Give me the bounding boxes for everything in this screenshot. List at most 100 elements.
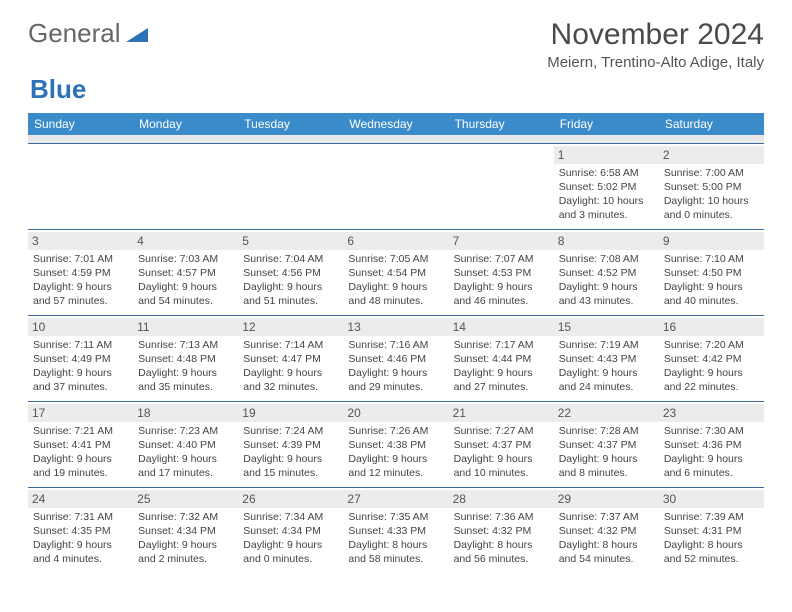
sunrise-text: Sunrise: 7:27 AM [454, 424, 550, 438]
day-cell: 12Sunrise: 7:14 AMSunset: 4:47 PMDayligh… [238, 315, 343, 401]
day-number: 2 [659, 146, 764, 164]
calendar-body: 1Sunrise: 6:58 AMSunset: 5:02 PMDaylight… [28, 143, 764, 573]
day-cell: 10Sunrise: 7:11 AMSunset: 4:49 PMDayligh… [28, 315, 133, 401]
daylight-text: Daylight: 9 hours and 37 minutes. [33, 366, 129, 394]
calendar-week-row: 17Sunrise: 7:21 AMSunset: 4:41 PMDayligh… [28, 401, 764, 487]
day-cell [28, 143, 133, 229]
sunrise-text: Sunrise: 7:26 AM [348, 424, 444, 438]
sunrise-text: Sunrise: 7:17 AM [454, 338, 550, 352]
logo-text-blue: Blue [30, 74, 86, 104]
day-cell [449, 143, 554, 229]
sunrise-text: Sunrise: 7:03 AM [138, 252, 234, 266]
day-cell: 25Sunrise: 7:32 AMSunset: 4:34 PMDayligh… [133, 487, 238, 573]
day-info: Sunrise: 7:36 AMSunset: 4:32 PMDaylight:… [453, 510, 550, 567]
sunrise-text: Sunrise: 7:36 AM [454, 510, 550, 524]
sunset-text: Sunset: 4:41 PM [33, 438, 129, 452]
daylight-text: Daylight: 9 hours and 2 minutes. [138, 538, 234, 566]
day-cell: 21 Sunrise: 7:27 AMSunset: 4:37 PMDayligh… [449, 401, 554, 487]
sunset-text: Sunset: 4:52 PM [559, 266, 655, 280]
sunset-text: Sunset: 4:43 PM [559, 352, 655, 366]
day-cell: 11Sunrise: 7:13 AMSunset: 4:48 PMDayligh… [133, 315, 238, 401]
day-number: 20 [343, 404, 448, 422]
daylight-text: Daylight: 8 hours and 56 minutes. [454, 538, 550, 566]
sunset-text: Sunset: 4:34 PM [138, 524, 234, 538]
title-block: November 2024 Meiern, Trentino-Alto Adig… [547, 18, 764, 71]
day-number: 27 [343, 490, 448, 508]
day-number: 21 [449, 404, 554, 422]
day-number: 4 [133, 232, 238, 250]
daylight-text: Daylight: 9 hours and 8 minutes. [559, 452, 655, 480]
day-cell: 4 Sunrise: 7:03 AMSunset: 4:57 PMDaylight… [133, 229, 238, 315]
day-info: Sunrise: 7:13 AMSunset: 4:48 PMDaylight:… [137, 338, 234, 395]
day-cell: 20 Sunrise: 7:26 AMSunset: 4:38 PMDayligh… [343, 401, 448, 487]
day-cell: 2Sunrise: 7:00 AMSunset: 5:00 PMDaylight… [659, 143, 764, 229]
calendar-table: Sunday Monday Tuesday Wednesday Thursday… [28, 113, 764, 573]
sunset-text: Sunset: 4:59 PM [33, 266, 129, 280]
sunset-text: Sunset: 5:00 PM [664, 180, 760, 194]
day-number: 15 [554, 318, 659, 336]
day-info: Sunrise: 7:28 AMSunset: 4:37 PMDaylight:… [558, 424, 655, 481]
day-number: 10 [28, 318, 133, 336]
day-info: Sunrise: 7:19 AMSunset: 4:43 PMDaylight:… [558, 338, 655, 395]
daylight-text: Daylight: 8 hours and 54 minutes. [559, 538, 655, 566]
sunrise-text: Sunrise: 7:34 AM [243, 510, 339, 524]
sunrise-text: Sunrise: 7:35 AM [348, 510, 444, 524]
calendar-week-row: 1Sunrise: 6:58 AMSunset: 5:02 PMDaylight… [28, 143, 764, 229]
day-info: Sunrise: 7:27 AMSunset: 4:37 PMDaylight:… [453, 424, 550, 481]
weekday-header: Friday [554, 113, 659, 135]
daylight-text: Daylight: 8 hours and 58 minutes. [348, 538, 444, 566]
sunset-text: Sunset: 4:48 PM [138, 352, 234, 366]
daylight-text: Daylight: 9 hours and 29 minutes. [348, 366, 444, 394]
day-info: Sunrise: 7:03 AMSunset: 4:57 PMDaylight:… [137, 252, 234, 309]
day-info: Sunrise: 7:32 AMSunset: 4:34 PMDaylight:… [137, 510, 234, 567]
location-text: Meiern, Trentino-Alto Adige, Italy [547, 54, 764, 71]
day-cell: 9Sunrise: 7:10 AMSunset: 4:50 PMDaylight… [659, 229, 764, 315]
daylight-text: Daylight: 9 hours and 0 minutes. [243, 538, 339, 566]
sunrise-text: Sunrise: 7:16 AM [348, 338, 444, 352]
daylight-text: Daylight: 9 hours and 46 minutes. [454, 280, 550, 308]
daylight-text: Daylight: 9 hours and 22 minutes. [664, 366, 760, 394]
daylight-text: Daylight: 9 hours and 12 minutes. [348, 452, 444, 480]
day-info: Sunrise: 7:35 AMSunset: 4:33 PMDaylight:… [347, 510, 444, 567]
day-cell: 27 Sunrise: 7:35 AMSunset: 4:33 PMDayligh… [343, 487, 448, 573]
sunrise-text: Sunrise: 7:19 AM [559, 338, 655, 352]
daylight-text: Daylight: 9 hours and 6 minutes. [664, 452, 760, 480]
calendar-week-row: 10Sunrise: 7:11 AMSunset: 4:49 PMDayligh… [28, 315, 764, 401]
daylight-text: Daylight: 9 hours and 10 minutes. [454, 452, 550, 480]
sunset-text: Sunset: 4:32 PM [454, 524, 550, 538]
sunset-text: Sunset: 4:42 PM [664, 352, 760, 366]
sunrise-text: Sunrise: 7:21 AM [33, 424, 129, 438]
sunset-text: Sunset: 4:34 PM [243, 524, 339, 538]
day-number: 14 [449, 318, 554, 336]
day-cell [343, 143, 448, 229]
sunrise-text: Sunrise: 7:07 AM [454, 252, 550, 266]
daylight-text: Daylight: 10 hours and 0 minutes. [664, 194, 760, 222]
sunset-text: Sunset: 4:31 PM [664, 524, 760, 538]
sunset-text: Sunset: 4:54 PM [348, 266, 444, 280]
day-number: 3 [28, 232, 133, 250]
day-cell: 17Sunrise: 7:21 AMSunset: 4:41 PMDayligh… [28, 401, 133, 487]
day-number: 7 [449, 232, 554, 250]
sunrise-text: Sunrise: 7:11 AM [33, 338, 129, 352]
daylight-text: Daylight: 9 hours and 57 minutes. [33, 280, 129, 308]
day-cell: 23Sunrise: 7:30 AMSunset: 4:36 PMDayligh… [659, 401, 764, 487]
daylight-text: Daylight: 9 hours and 15 minutes. [243, 452, 339, 480]
day-number: 23 [659, 404, 764, 422]
day-cell: 6Sunrise: 7:05 AMSunset: 4:54 PMDaylight… [343, 229, 448, 315]
daylight-text: Daylight: 9 hours and 51 minutes. [243, 280, 339, 308]
day-cell: 28Sunrise: 7:36 AMSunset: 4:32 PMDayligh… [449, 487, 554, 573]
logo-text-general: General [28, 18, 121, 49]
day-cell: 24Sunrise: 7:31 AMSunset: 4:35 PMDayligh… [28, 487, 133, 573]
sunset-text: Sunset: 4:47 PM [243, 352, 339, 366]
sunset-text: Sunset: 4:35 PM [33, 524, 129, 538]
day-info: Sunrise: 7:24 AMSunset: 4:39 PMDaylight:… [242, 424, 339, 481]
day-cell: 1Sunrise: 6:58 AMSunset: 5:02 PMDaylight… [554, 143, 659, 229]
day-info: Sunrise: 7:34 AMSunset: 4:34 PMDaylight:… [242, 510, 339, 567]
sunrise-text: Sunrise: 7:13 AM [138, 338, 234, 352]
sunrise-text: Sunrise: 7:31 AM [33, 510, 129, 524]
day-number: 13 [343, 318, 448, 336]
sunrise-text: Sunrise: 7:04 AM [243, 252, 339, 266]
daylight-text: Daylight: 9 hours and 43 minutes. [559, 280, 655, 308]
day-cell: 5Sunrise: 7:04 AMSunset: 4:56 PMDaylight… [238, 229, 343, 315]
sunset-text: Sunset: 4:38 PM [348, 438, 444, 452]
